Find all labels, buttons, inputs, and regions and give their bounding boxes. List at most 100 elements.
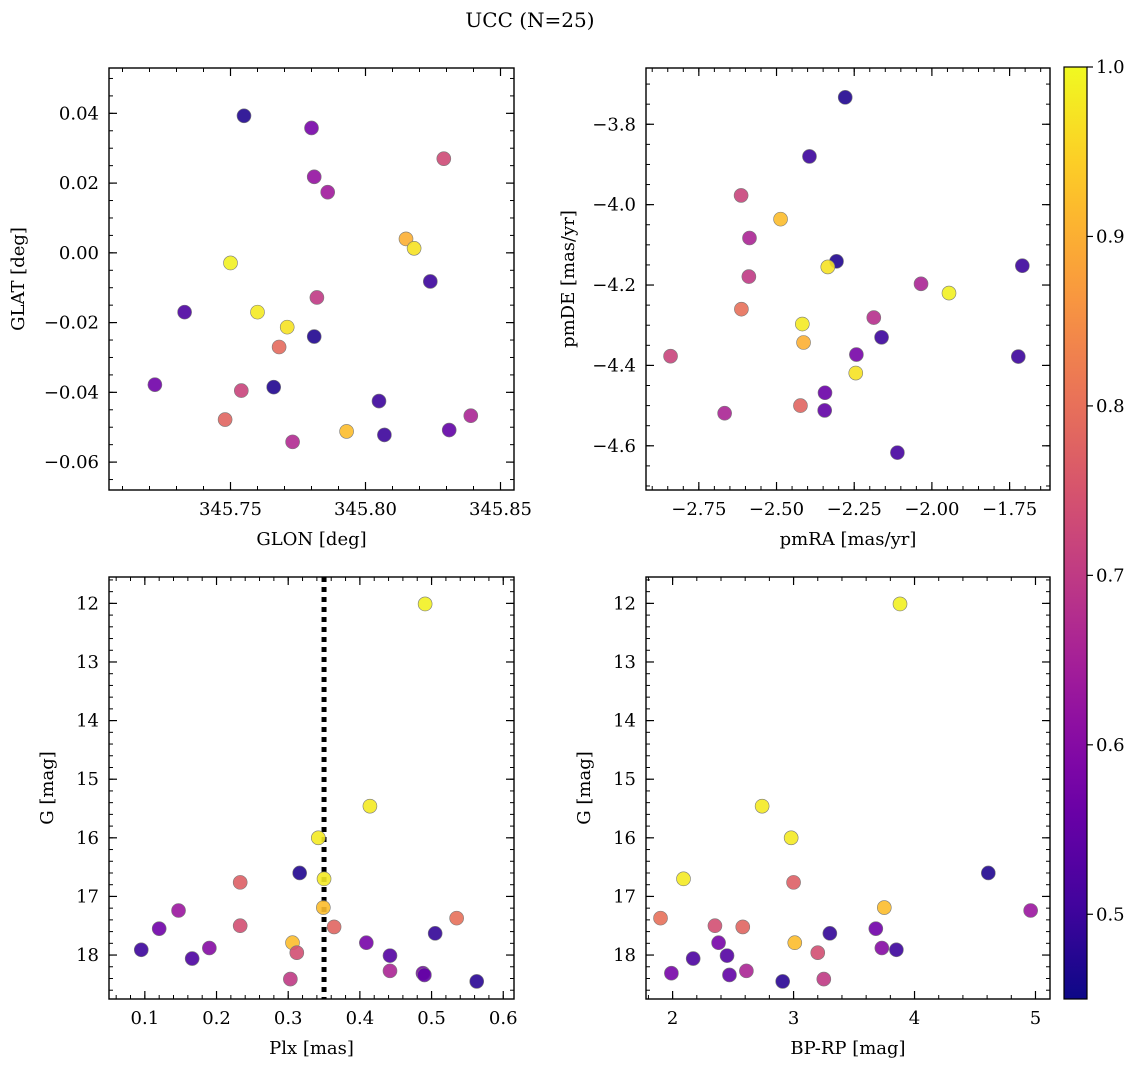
x-tick-label: 0.3 (274, 1008, 303, 1029)
data-point (406, 241, 422, 256)
data-point (223, 255, 238, 271)
y-tick-label: 0.02 (59, 173, 99, 194)
data-point (382, 948, 398, 963)
y-tick-label: 18 (76, 945, 99, 966)
data-point (309, 290, 325, 305)
data-point (311, 830, 326, 846)
data-point (876, 900, 892, 915)
data-point (320, 184, 336, 200)
x-tick-label: 345.75 (199, 499, 262, 520)
data-point (734, 301, 749, 317)
y-tick-label: −4.6 (592, 436, 636, 457)
data-point (371, 393, 387, 409)
data-point (889, 942, 904, 958)
data-point (271, 339, 287, 355)
data-point (469, 974, 485, 989)
data-point (741, 269, 757, 284)
data-point (892, 596, 908, 612)
y-tick-label: −0.02 (44, 313, 99, 334)
data-point (1023, 903, 1038, 918)
y-axis-label: pmDE [mas/yr] (558, 210, 579, 348)
data-point (653, 910, 668, 926)
y-tick-label: 14 (613, 711, 636, 732)
data-point (874, 940, 890, 956)
data-point (717, 405, 732, 421)
data-point (289, 945, 305, 960)
data-point (1015, 258, 1030, 274)
y-tick-label: −0.04 (44, 382, 99, 403)
data-point (151, 921, 167, 936)
data-point (177, 304, 192, 320)
y-tick-label: 0.00 (59, 243, 99, 264)
y-tick-label: 12 (613, 593, 636, 614)
data-point (202, 940, 217, 956)
data-point (795, 316, 810, 332)
panel-top-left: 345.75 345.80 345.85 −0.06 −0.04 −0.02 0.00 0.0… (8, 67, 532, 550)
colorbar-tick-label: 0.8 (1096, 396, 1125, 417)
data-point (171, 903, 186, 918)
data-point (868, 921, 884, 936)
axes-frame (108, 576, 515, 1000)
data-point (250, 304, 265, 320)
data-point (292, 865, 307, 881)
x-tick-label: 0.2 (202, 1008, 231, 1029)
data-point (817, 403, 832, 418)
x-tick-label: 345.85 (469, 499, 532, 520)
y-tick-label: 16 (76, 828, 99, 849)
colorbar-bar (1063, 66, 1088, 1000)
colorbar: 0.5 0.6 0.7 0.8 0.9 1.0 (1063, 57, 1125, 1000)
data-point (664, 965, 679, 981)
y-tick-label: 13 (76, 652, 99, 673)
y-tick-label: 17 (76, 886, 99, 907)
x-tick-label: −1.75 (982, 499, 1037, 520)
data-point (427, 926, 443, 941)
data-point (735, 919, 751, 935)
data-point (817, 385, 833, 401)
data-point (133, 942, 149, 958)
y-axis-label: GLAT [deg] (8, 227, 29, 331)
data-point (326, 919, 342, 935)
data-point (848, 365, 864, 381)
y-axis-label: G [mag] (37, 751, 58, 824)
data-point (810, 945, 826, 960)
data-point (463, 408, 479, 424)
x-tick-label: 0.4 (346, 1008, 375, 1029)
panel-top-right: −2.75 −2.50 −2.25 −2.00 −1.75 −4.6 −4.4 −4.2 −4.… (558, 67, 1051, 550)
axes-frame (645, 67, 1051, 491)
data-point (362, 798, 378, 814)
panel-bottom-left: 0.1 0.2 0.3 0.4 0.5 0.6 12 13 14 15 16 17 18 Plx [mas… (37, 576, 518, 1059)
x-tick-label: 3 (788, 1008, 799, 1029)
data-point (941, 285, 957, 301)
data-point (316, 900, 331, 915)
colorbar-tick-label: 0.9 (1096, 226, 1125, 247)
data-point (306, 169, 322, 185)
colorbar-tick-label: 0.6 (1096, 735, 1125, 756)
x-axis-label: BP-RP [mag] (790, 1038, 905, 1059)
data-point (417, 596, 433, 612)
y-tick-label: 15 (76, 769, 99, 790)
figure-title: UCC (N=25) (465, 8, 594, 32)
data-point (796, 335, 811, 350)
data-point (422, 274, 438, 289)
data-point (820, 259, 836, 275)
data-point (449, 910, 464, 926)
x-tick-label: −2.25 (827, 499, 882, 520)
data-point (739, 963, 754, 979)
y-tick-label: 13 (613, 652, 636, 673)
y-tick-label: 15 (613, 769, 636, 790)
data-point (236, 108, 252, 124)
y-tick-label: 0.04 (59, 103, 99, 124)
data-point (786, 875, 801, 890)
x-tick-label: −2.00 (904, 499, 959, 520)
y-axis-label: G [mag] (574, 751, 595, 824)
data-point (783, 830, 799, 846)
data-point (279, 319, 295, 335)
y-tick-label: −4.4 (592, 355, 636, 376)
data-point (285, 434, 300, 450)
data-point (232, 918, 248, 934)
y-tick-label: −4.0 (592, 195, 636, 216)
data-point (707, 918, 723, 934)
data-point (184, 951, 200, 966)
data-point (417, 967, 432, 983)
data-point (441, 422, 457, 438)
